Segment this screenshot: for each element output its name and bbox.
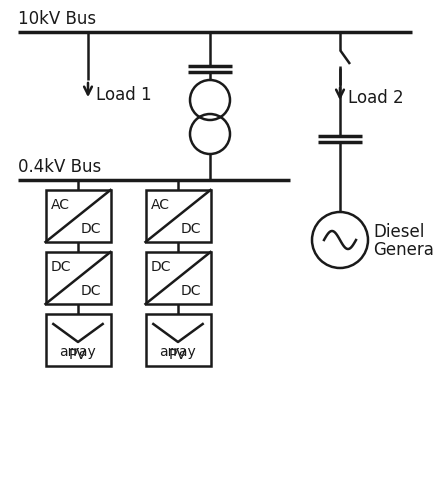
Text: 0.4kV Bus: 0.4kV Bus [18, 158, 101, 176]
Bar [46, 314, 111, 366]
Text: PV: PV [69, 348, 87, 362]
Text: DC: DC [81, 222, 102, 236]
Text: Load 1: Load 1 [96, 86, 151, 104]
Text: array: array [160, 345, 196, 359]
Bar [145, 190, 210, 242]
Text: DC: DC [81, 284, 102, 298]
Bar [145, 314, 210, 366]
Text: DC: DC [50, 260, 71, 274]
Bar [46, 190, 111, 242]
Text: DC: DC [151, 260, 171, 274]
Text: Load 2: Load 2 [348, 89, 404, 107]
Bar [46, 252, 111, 304]
Text: array: array [59, 345, 96, 359]
Text: Generator: Generator [373, 241, 434, 259]
Text: AC: AC [151, 198, 170, 212]
Text: AC: AC [50, 198, 69, 212]
Text: 10kV Bus: 10kV Bus [18, 10, 96, 28]
Text: DC: DC [181, 284, 201, 298]
Text: DC: DC [181, 222, 201, 236]
Text: Diesel: Diesel [373, 223, 424, 241]
Bar [145, 252, 210, 304]
Text: PV: PV [169, 348, 187, 362]
